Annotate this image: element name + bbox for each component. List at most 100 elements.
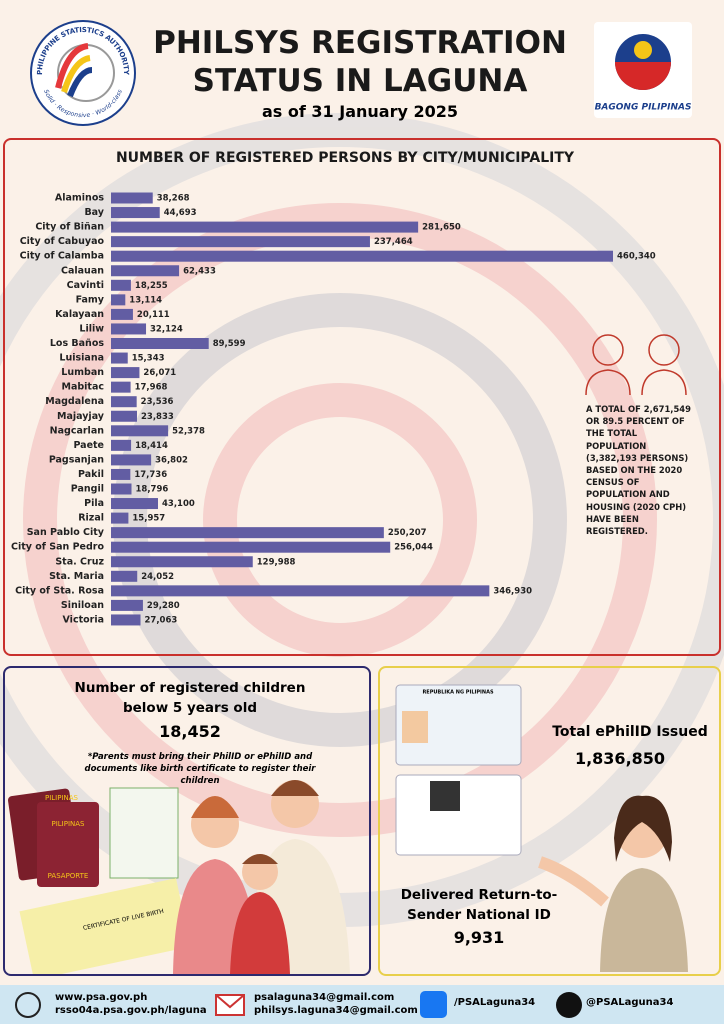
children-note: *Parents must bring their PhilID or ePhi… bbox=[84, 752, 316, 786]
children-count: 18,452 bbox=[159, 722, 221, 741]
category-label: Majayjay bbox=[57, 411, 105, 422]
x-link[interactable]: @PSALaguna34 bbox=[586, 997, 674, 1008]
bar bbox=[111, 396, 137, 408]
bar bbox=[111, 527, 384, 539]
passport-text: PILIPINAS bbox=[45, 794, 79, 802]
category-label: City of San Pedro bbox=[11, 542, 104, 553]
category-label: Mabitac bbox=[61, 382, 104, 393]
email-link[interactable]: philsys.laguna34@gmail.com bbox=[254, 1005, 418, 1016]
web-link[interactable]: rsso04a.psa.gov.ph/laguna bbox=[55, 1005, 207, 1016]
bar bbox=[111, 207, 160, 219]
value-label: 23,833 bbox=[141, 412, 174, 422]
family-illustration: PILIPINAS PILIPINAS PASAPORTE CERTIFICAT… bbox=[7, 780, 350, 974]
category-label: Paete bbox=[73, 440, 104, 451]
women-icon bbox=[585, 334, 687, 396]
footer-icons bbox=[15, 991, 582, 1018]
value-label: 237,464 bbox=[374, 237, 413, 247]
category-label: Pakil bbox=[78, 469, 104, 480]
title-line: STATUS IN LAGUNA bbox=[192, 63, 528, 99]
value-label: 27,063 bbox=[145, 615, 178, 625]
bar bbox=[111, 221, 419, 233]
category-label: City of Cabuyao bbox=[20, 236, 105, 247]
chart-panel bbox=[3, 138, 721, 656]
bar bbox=[111, 439, 132, 451]
psa-logo: PHILIPPINE STATISTICS AUTHORITY Solid · … bbox=[30, 20, 136, 126]
logo-text: BAGONG PILIPINAS bbox=[595, 103, 692, 113]
side-note-line: CENSUS OF bbox=[586, 477, 640, 488]
value-label: 24,052 bbox=[141, 572, 174, 582]
value-label: 32,124 bbox=[150, 324, 183, 334]
bar bbox=[111, 323, 147, 335]
side-note-line: THE TOTAL bbox=[586, 428, 638, 439]
children-title: Number of registered children below 5 ye… bbox=[74, 680, 306, 716]
bar bbox=[111, 410, 137, 422]
bar bbox=[111, 425, 169, 437]
value-label: 17,736 bbox=[134, 470, 167, 480]
value-label: 460,340 bbox=[617, 252, 656, 262]
subtitle: as of 31 January 2025 bbox=[262, 102, 458, 121]
bar bbox=[111, 498, 159, 510]
value-label: 17,968 bbox=[135, 383, 168, 393]
email-link[interactable]: psalaguna34@gmail.com bbox=[254, 992, 395, 1003]
bar bbox=[111, 512, 129, 524]
bar bbox=[111, 381, 131, 393]
value-label: 129,988 bbox=[257, 557, 296, 567]
side-note-line: POPULATION bbox=[586, 440, 647, 451]
side-note-line: POPULATION AND bbox=[586, 489, 670, 500]
value-label: 13,114 bbox=[129, 295, 162, 305]
category-label: City of Sta. Rosa bbox=[15, 585, 104, 596]
side-note-line: A TOTAL OF 2,671,549 bbox=[586, 404, 691, 414]
category-label: Pagsanjan bbox=[49, 454, 104, 465]
category-label: San Pablo City bbox=[27, 527, 105, 538]
category-label: Kalayaan bbox=[55, 309, 104, 320]
side-note-line: HOUSING (2020 CPH) bbox=[586, 501, 687, 512]
bar bbox=[111, 570, 138, 582]
bar bbox=[111, 250, 613, 262]
category-label: Magdalena bbox=[45, 396, 104, 407]
side-note-line: BASED ON THE 2020 bbox=[586, 465, 683, 476]
card-text: REPUBLIKA NG PILIPINAS bbox=[422, 690, 494, 696]
value-label: 52,378 bbox=[172, 426, 205, 436]
value-label: 43,100 bbox=[162, 499, 195, 509]
returned-title: Delivered Return-to-Sender National ID bbox=[400, 887, 558, 923]
bar bbox=[111, 556, 253, 568]
value-label: 44,693 bbox=[164, 208, 197, 218]
category-label: Rizal bbox=[78, 513, 104, 524]
bar bbox=[111, 192, 153, 204]
ephilid-title: Total ePhilID Issued bbox=[552, 724, 708, 740]
side-note-line: OR 89.5 PERCENT OF bbox=[586, 416, 685, 427]
ephilid-count: 1,836,850 bbox=[574, 749, 666, 768]
returned-count: 9,931 bbox=[453, 928, 505, 947]
chart: NUMBER OF REGISTERED PERSONS BY CITY/MUN… bbox=[11, 150, 687, 626]
category-label: Bay bbox=[84, 207, 104, 218]
footer bbox=[0, 985, 724, 1024]
bar bbox=[111, 599, 143, 611]
bar bbox=[111, 352, 128, 364]
bar bbox=[111, 265, 180, 277]
category-label: Famy bbox=[76, 294, 105, 305]
passport-text: PILIPINAS bbox=[51, 820, 85, 828]
staff-illustration bbox=[537, 795, 688, 972]
value-label: 346,930 bbox=[493, 586, 532, 596]
title: PHILSYS REGISTRATION STATUS IN LAGUNA bbox=[140, 24, 580, 100]
value-label: 18,414 bbox=[135, 441, 168, 451]
value-label: 256,044 bbox=[394, 543, 433, 553]
category-label: Victoria bbox=[63, 614, 105, 625]
id-cards: REPUBLIKA NG PILIPINAS bbox=[395, 684, 522, 856]
web-link[interactable]: www.psa.gov.ph bbox=[55, 992, 148, 1003]
facebook-link[interactable]: /PSALaguna34 bbox=[454, 997, 536, 1008]
category-label: Siniloan bbox=[61, 600, 104, 611]
bar bbox=[111, 454, 152, 466]
children-panel bbox=[3, 666, 371, 976]
bar bbox=[111, 279, 131, 291]
title-line: PHILSYS REGISTRATION bbox=[153, 25, 567, 61]
value-label: 38,268 bbox=[157, 194, 190, 204]
chart-title: NUMBER OF REGISTERED PERSONS BY CITY/MUN… bbox=[116, 150, 575, 166]
value-label: 281,650 bbox=[422, 223, 461, 233]
category-label: Luisiana bbox=[59, 353, 104, 364]
category-label: Liliw bbox=[79, 323, 104, 334]
category-label: City of Calamba bbox=[20, 251, 104, 262]
bar bbox=[111, 294, 126, 306]
value-label: 26,071 bbox=[143, 368, 176, 378]
value-label: 250,207 bbox=[388, 528, 427, 538]
